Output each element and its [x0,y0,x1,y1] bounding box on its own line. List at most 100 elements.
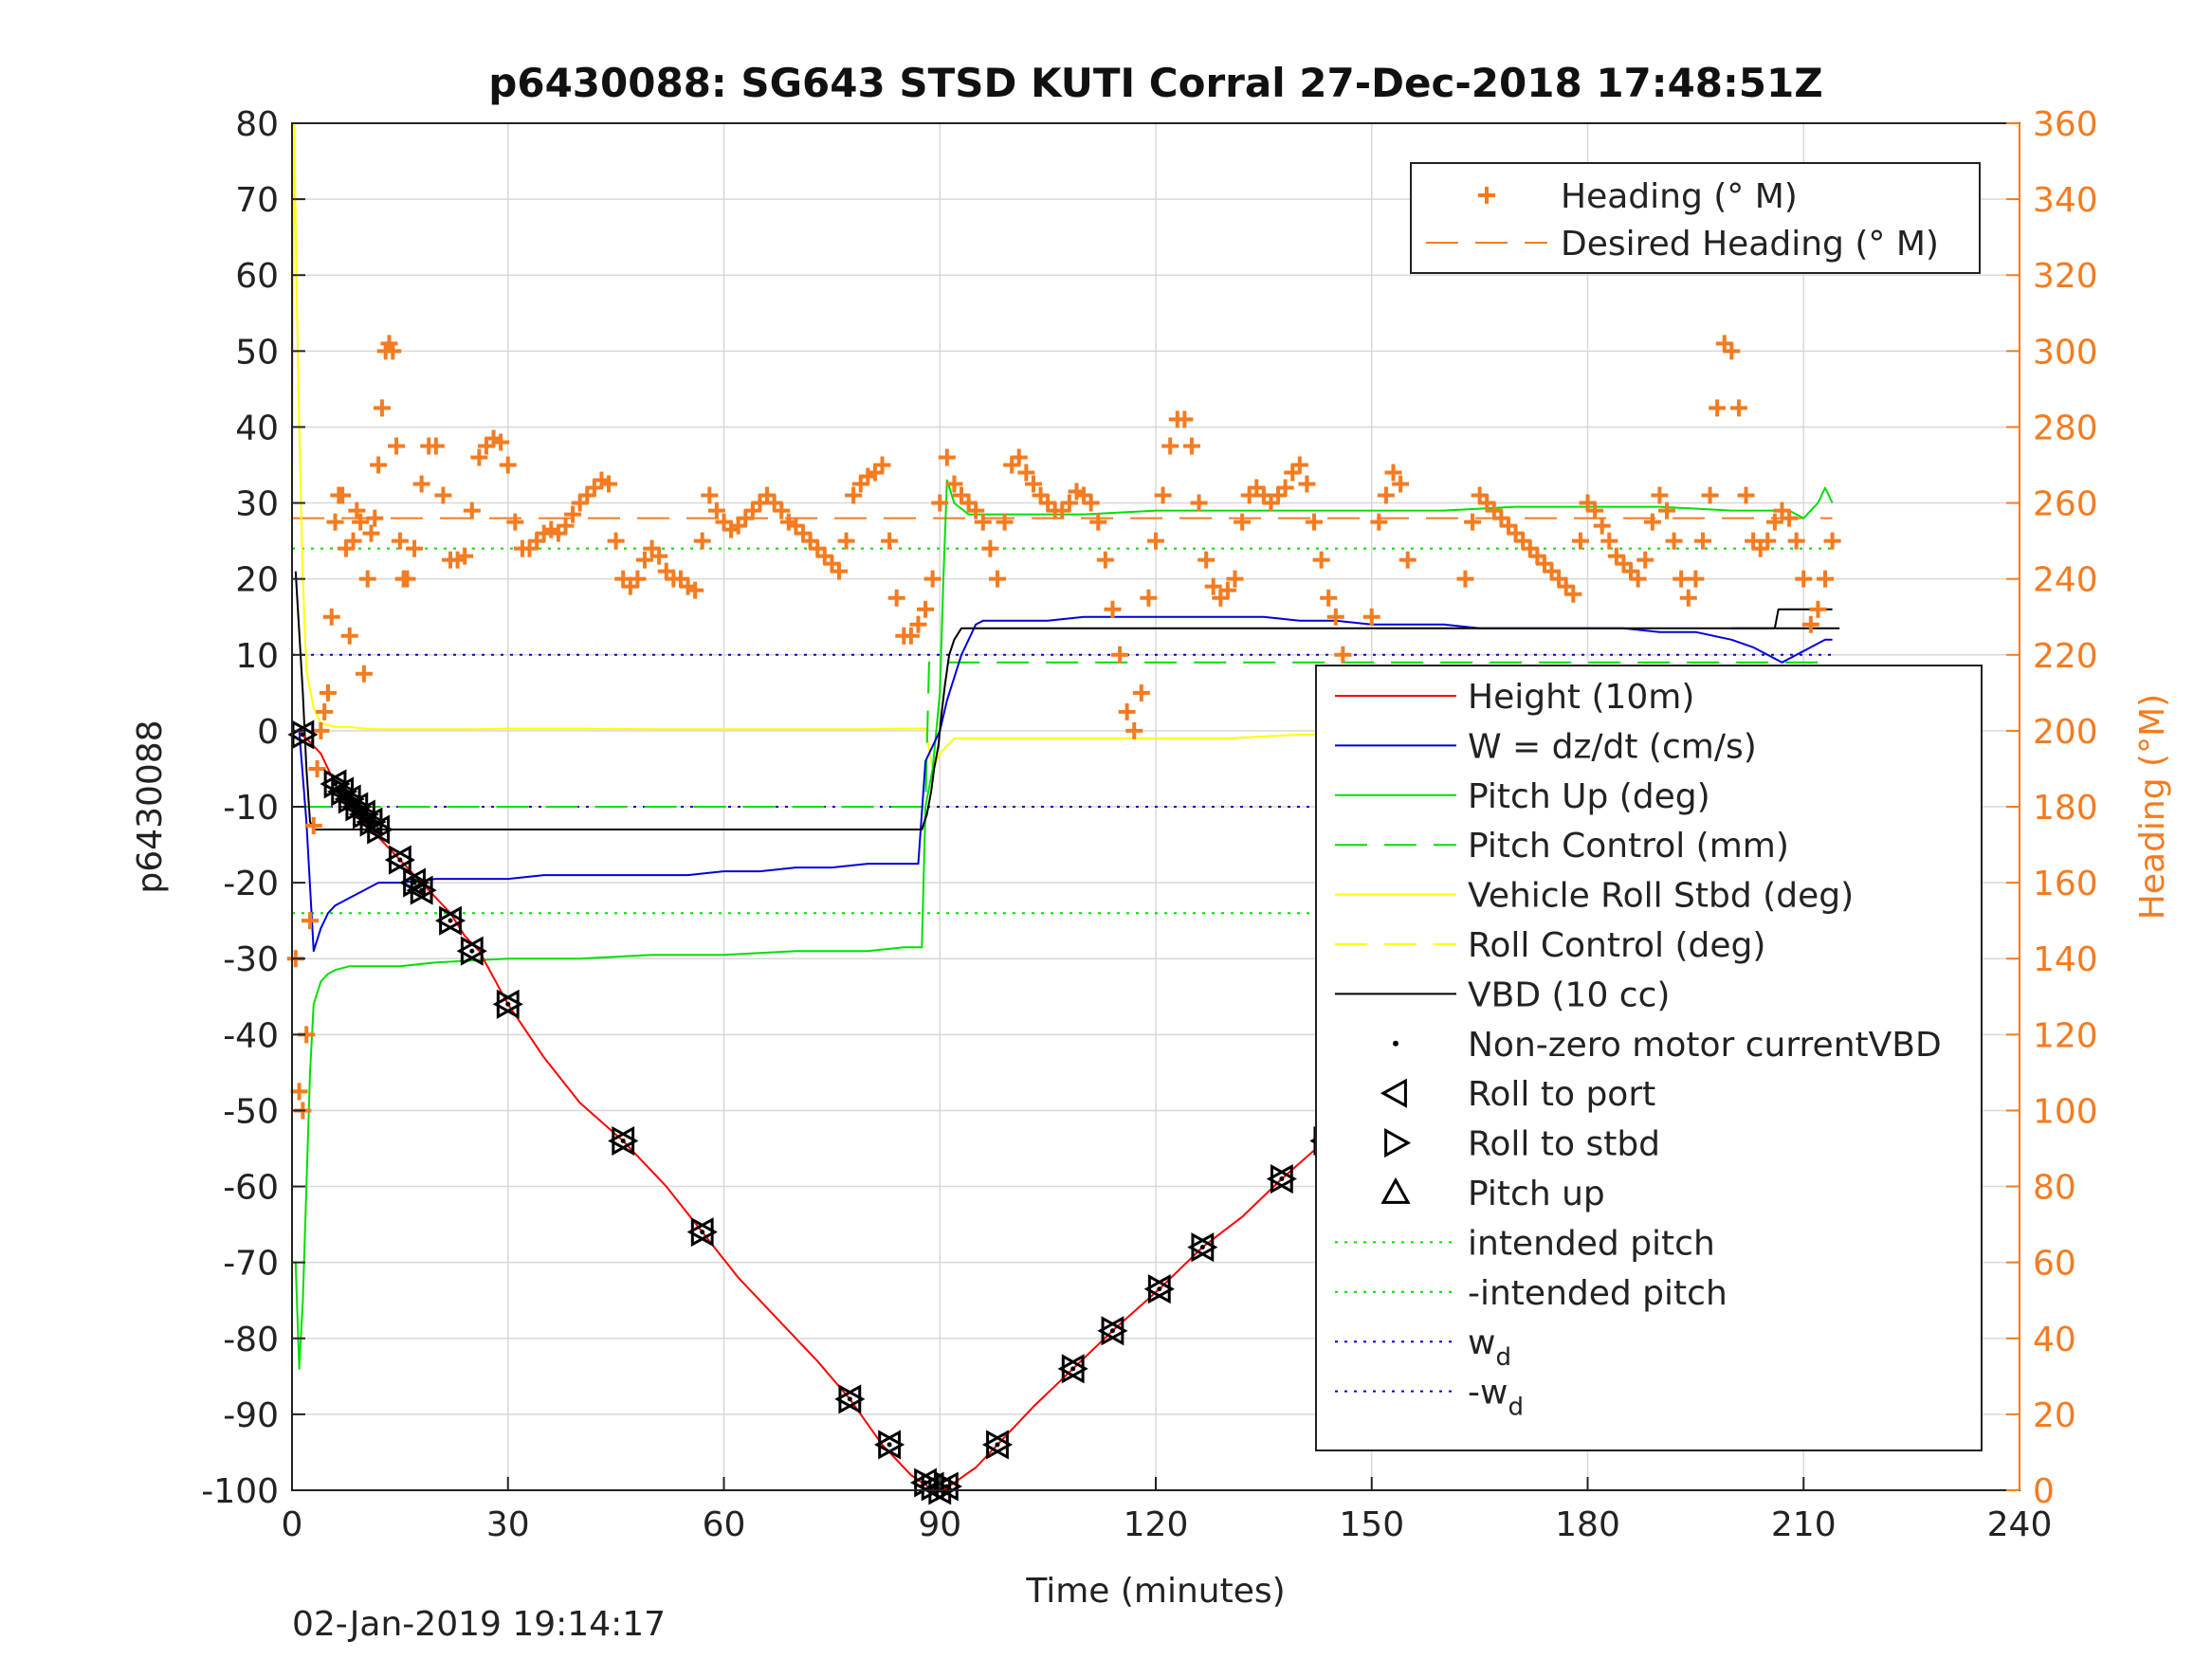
heading-point [1125,721,1143,739]
y2-tick-label: 180 [2033,789,2098,828]
legend-main-label: Height (10m) [1468,678,1694,717]
roll-stbd-marker [496,989,523,1019]
heading-point [909,615,927,633]
y-tick-label: -60 [223,1169,279,1208]
legend-main-label: Pitch Up (deg) [1468,777,1710,816]
y-tick-label: 40 [235,409,279,447]
heading-point [1161,437,1179,455]
heading-point [366,509,384,527]
heading-point [1564,585,1582,603]
heading-point [362,524,380,542]
heading-point [499,456,517,474]
legend-main-label: Pitch Control (mm) [1468,827,1789,866]
heading-point [316,702,334,720]
roll-stbd-marker [1101,1316,1128,1346]
heading-point [1384,464,1402,482]
heading-point [1176,410,1194,428]
heading-point [355,665,373,683]
heading-point [1089,513,1107,531]
legend-main-label: Non-zero motor currentVBD [1468,1026,1942,1065]
legend-roll-port-marker [1380,1078,1407,1108]
y-tick-label: -30 [223,940,279,979]
roll-stbd-marker [410,875,437,905]
x-tick-label: 180 [1555,1505,1620,1544]
heading-point [938,448,956,466]
roll-stbd-marker [388,845,415,875]
y2-tick-label: 120 [2033,1016,2098,1055]
roll-stbd-marker [460,936,487,966]
heading-point [564,505,582,523]
footer-timestamp: 02-Jan-2019 19:14:17 [292,1605,666,1644]
legend-main-label: VBD (10 cc) [1468,975,1670,1014]
heading-point [1104,600,1122,618]
y2-tick-label: 320 [2033,257,2098,296]
roll-stbd-marker [439,905,466,936]
heading-point [1306,513,1324,531]
heading-point [290,1083,308,1101]
legend-heading-swatch [1478,187,1495,204]
heading-point [1326,608,1344,626]
heading-point [1823,532,1841,550]
motor-marker [492,989,523,1019]
legend-main-box [1315,665,1983,1451]
heading-point [398,570,416,588]
heading-point [686,581,704,599]
heading-point [456,547,474,565]
heading-point [1060,494,1078,512]
heading-point [463,501,481,520]
heading-point [1679,589,1697,607]
vbd-series-line [294,571,1840,830]
motor-current-dot [1199,1245,1205,1250]
heading-point [1665,532,1683,550]
x-tick-label: 210 [1771,1505,1837,1544]
y-tick-label: 70 [235,181,279,220]
motor-current-dot [1070,1366,1076,1372]
roll-stbd-marker [338,784,365,814]
heading-point [1464,513,1482,531]
y-tick-label: -70 [223,1245,279,1284]
y2-tick-label: 240 [2033,561,2098,600]
y-tick-label: -50 [223,1092,279,1131]
heading-point [1204,577,1222,595]
y-tick-label: 50 [235,333,279,372]
heading-point [1147,532,1164,550]
heading-point [1636,551,1654,569]
heading-point [1600,532,1618,550]
roll-stbd-marker [1147,1274,1175,1304]
roll-stbd-marker [1191,1232,1218,1263]
roll-stbd-marker [612,1125,639,1157]
y-tick-label: -80 [223,1321,279,1359]
y-tick-label: 0 [257,713,279,752]
heading-point [923,570,941,588]
legend-motor-dot [1393,1040,1398,1047]
heading-point [707,501,725,520]
heading-point [1701,486,1719,504]
heading-point [1759,532,1777,550]
heading-point [974,513,992,531]
heading-point [1190,494,1208,512]
heading-point [607,532,625,550]
heading-point [1651,486,1669,504]
heading-point [902,627,920,645]
vbd-step-line [1731,608,1833,629]
y2-tick-label: 40 [2033,1321,2076,1359]
x-tick-label: 240 [1987,1505,2053,1544]
motor-marker [834,1384,866,1414]
heading-point [1226,570,1244,588]
motor-marker [1187,1232,1218,1263]
heading-point [312,721,330,739]
y2-tick-label: 60 [2033,1245,2076,1284]
y-tick-label: -20 [223,865,279,903]
heading-point [1298,475,1316,493]
heading-point [1024,475,1042,493]
motor-current-dot [995,1442,1000,1448]
y2-tick-label: 220 [2033,637,2098,676]
heading-point [352,513,370,531]
heading-point [1795,570,1813,588]
heading-point [1140,589,1158,607]
heading-point [1276,479,1294,497]
heading-point [412,475,430,493]
y2-tick-label: 360 [2033,105,2098,144]
motor-current-dot [448,918,453,923]
